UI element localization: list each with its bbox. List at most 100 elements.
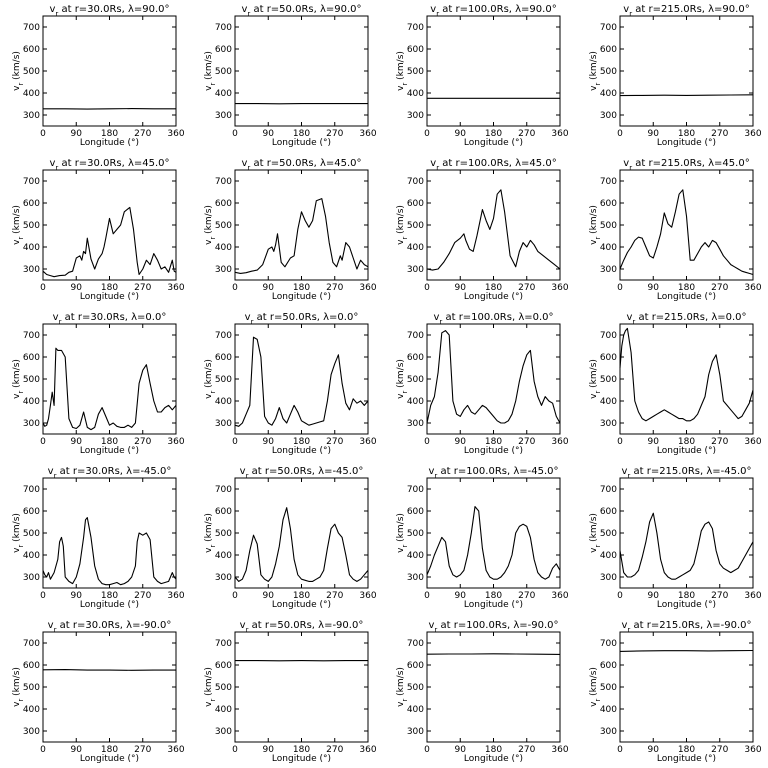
panel-17: vr at r=30.0Rs, λ=-90.0° 0 90 180 270 360 300 4… — [12, 620, 185, 764]
x-tick-label: 270 — [326, 283, 343, 293]
x-tick-label: 180 — [101, 129, 118, 139]
x-tick-label: 0 — [424, 591, 430, 601]
x-tick-label: 0 — [232, 437, 238, 447]
y-tick-label: 300 — [407, 419, 424, 429]
x-tick-label: 90 — [71, 283, 83, 293]
panel-11: vr at r=100.0Rs, λ=0.0° 0 90 180 270 360 300 40… — [396, 312, 569, 456]
series-line — [43, 108, 176, 110]
panel-4: vr at r=215.0Rs, λ=90.0° 0 90 180 270 360 300 4… — [589, 4, 762, 148]
panel-title: vr at r=30.0Rs, λ=-45.0° — [48, 466, 172, 480]
panel-title: vr at r=100.0Rs, λ=90.0° — [430, 4, 556, 18]
y-axis-label: vr (km/s) — [396, 359, 409, 399]
y-tick-label: 500 — [407, 529, 424, 539]
series-line — [426, 330, 561, 424]
plot-frame — [426, 631, 561, 743]
y-tick-label: 300 — [23, 727, 40, 737]
x-tick-label: 0 — [40, 745, 46, 755]
plot-frame — [426, 15, 561, 127]
y-tick-label: 600 — [600, 199, 617, 209]
x-tick-label: 360 — [359, 437, 376, 447]
x-tick-label: 360 — [551, 437, 568, 447]
y-tick-label: 500 — [23, 221, 40, 231]
y-tick-label: 500 — [600, 375, 617, 385]
x-tick-label: 180 — [678, 129, 695, 139]
x-tick-label: 90 — [648, 129, 660, 139]
y-tick-label: 700 — [600, 177, 617, 187]
x-tick-label: 270 — [711, 591, 728, 601]
x-tick-label: 180 — [485, 745, 502, 755]
x-tick-label: 0 — [424, 283, 430, 293]
panel-title: vr at r=215.0Rs, λ=-45.0° — [621, 466, 751, 480]
y-tick-label: 400 — [215, 551, 232, 561]
series-line — [619, 189, 754, 276]
y-tick-label: 400 — [215, 397, 232, 407]
panel-title: vr at r=50.0Rs, λ=90.0° — [241, 4, 361, 18]
y-tick-label: 600 — [215, 199, 232, 209]
y-tick-label: 700 — [23, 177, 40, 187]
x-tick-label: 180 — [678, 283, 695, 293]
plot-frame — [42, 15, 177, 127]
series-line — [426, 189, 561, 271]
y-tick-label: 300 — [215, 111, 232, 121]
y-tick-label: 600 — [23, 353, 40, 363]
x-tick-label: 360 — [359, 745, 376, 755]
x-tick-label: 360 — [551, 591, 568, 601]
x-axis-label: Longitude (°) — [464, 446, 523, 456]
x-tick-label: 180 — [293, 437, 310, 447]
x-tick-label: 90 — [648, 283, 660, 293]
x-tick-label: 0 — [617, 745, 623, 755]
x-tick-label: 0 — [617, 129, 623, 139]
x-tick-label: 360 — [551, 129, 568, 139]
y-tick-label: 700 — [407, 639, 424, 649]
x-tick-label: 270 — [326, 129, 343, 139]
y-tick-label: 600 — [23, 507, 40, 517]
x-tick-label: 180 — [485, 591, 502, 601]
y-axis-label: vr (km/s) — [12, 667, 25, 707]
x-tick-label: 90 — [648, 437, 660, 447]
panel-6: vr at r=50.0Rs, λ=45.0° 0 90 180 270 360 300 40… — [204, 158, 377, 302]
x-tick-label: 360 — [744, 283, 761, 293]
x-tick-label: 180 — [101, 283, 118, 293]
y-tick-label: 300 — [600, 573, 617, 583]
y-axis-label: vr (km/s) — [396, 51, 409, 91]
y-tick-label: 600 — [407, 199, 424, 209]
y-axis-label: vr (km/s) — [589, 513, 602, 553]
x-axis-label: Longitude (°) — [464, 600, 523, 610]
y-tick-label: 700 — [407, 23, 424, 33]
panel-16: vr at r=215.0Rs, λ=-45.0° 0 90 180 270 360 300… — [589, 466, 762, 610]
panel-18: vr at r=50.0Rs, λ=-90.0° 0 90 180 270 360 300 4… — [204, 620, 377, 764]
x-tick-label: 180 — [485, 283, 502, 293]
y-tick-label: 700 — [215, 639, 232, 649]
x-tick-label: 180 — [485, 129, 502, 139]
y-tick-label: 700 — [23, 639, 40, 649]
panel-12: vr at r=215.0Rs, λ=0.0° 0 90 180 270 360 300 40… — [589, 312, 762, 456]
y-tick-label: 500 — [407, 221, 424, 231]
series-line — [619, 512, 754, 580]
x-tick-label: 360 — [744, 591, 761, 601]
y-tick-label: 600 — [23, 45, 40, 55]
x-tick-label: 90 — [648, 745, 660, 755]
x-tick-label: 90 — [71, 437, 83, 447]
panel-title: vr at r=100.0Rs, λ=-90.0° — [428, 620, 558, 634]
series-line — [234, 198, 369, 274]
y-tick-label: 300 — [600, 419, 617, 429]
y-tick-label: 500 — [407, 67, 424, 77]
y-tick-label: 300 — [215, 419, 232, 429]
panel-15: vr at r=100.0Rs, λ=-45.0° 0 90 180 270 360 300… — [396, 466, 569, 610]
plot-frame — [234, 169, 369, 281]
x-axis-label: Longitude (°) — [272, 446, 331, 456]
x-axis-label: Longitude (°) — [657, 138, 716, 148]
y-tick-label: 500 — [215, 221, 232, 231]
y-tick-label: 500 — [23, 375, 40, 385]
series-line — [426, 506, 561, 580]
y-tick-label: 600 — [600, 45, 617, 55]
y-tick-label: 300 — [407, 265, 424, 275]
x-axis-label: Longitude (°) — [464, 138, 523, 148]
x-tick-label: 270 — [134, 591, 151, 601]
y-tick-label: 400 — [600, 89, 617, 99]
x-tick-label: 90 — [455, 591, 467, 601]
y-tick-label: 600 — [407, 353, 424, 363]
plot-frame — [426, 477, 561, 589]
x-axis-label: Longitude (°) — [657, 754, 716, 764]
x-axis-label: Longitude (°) — [80, 600, 139, 610]
